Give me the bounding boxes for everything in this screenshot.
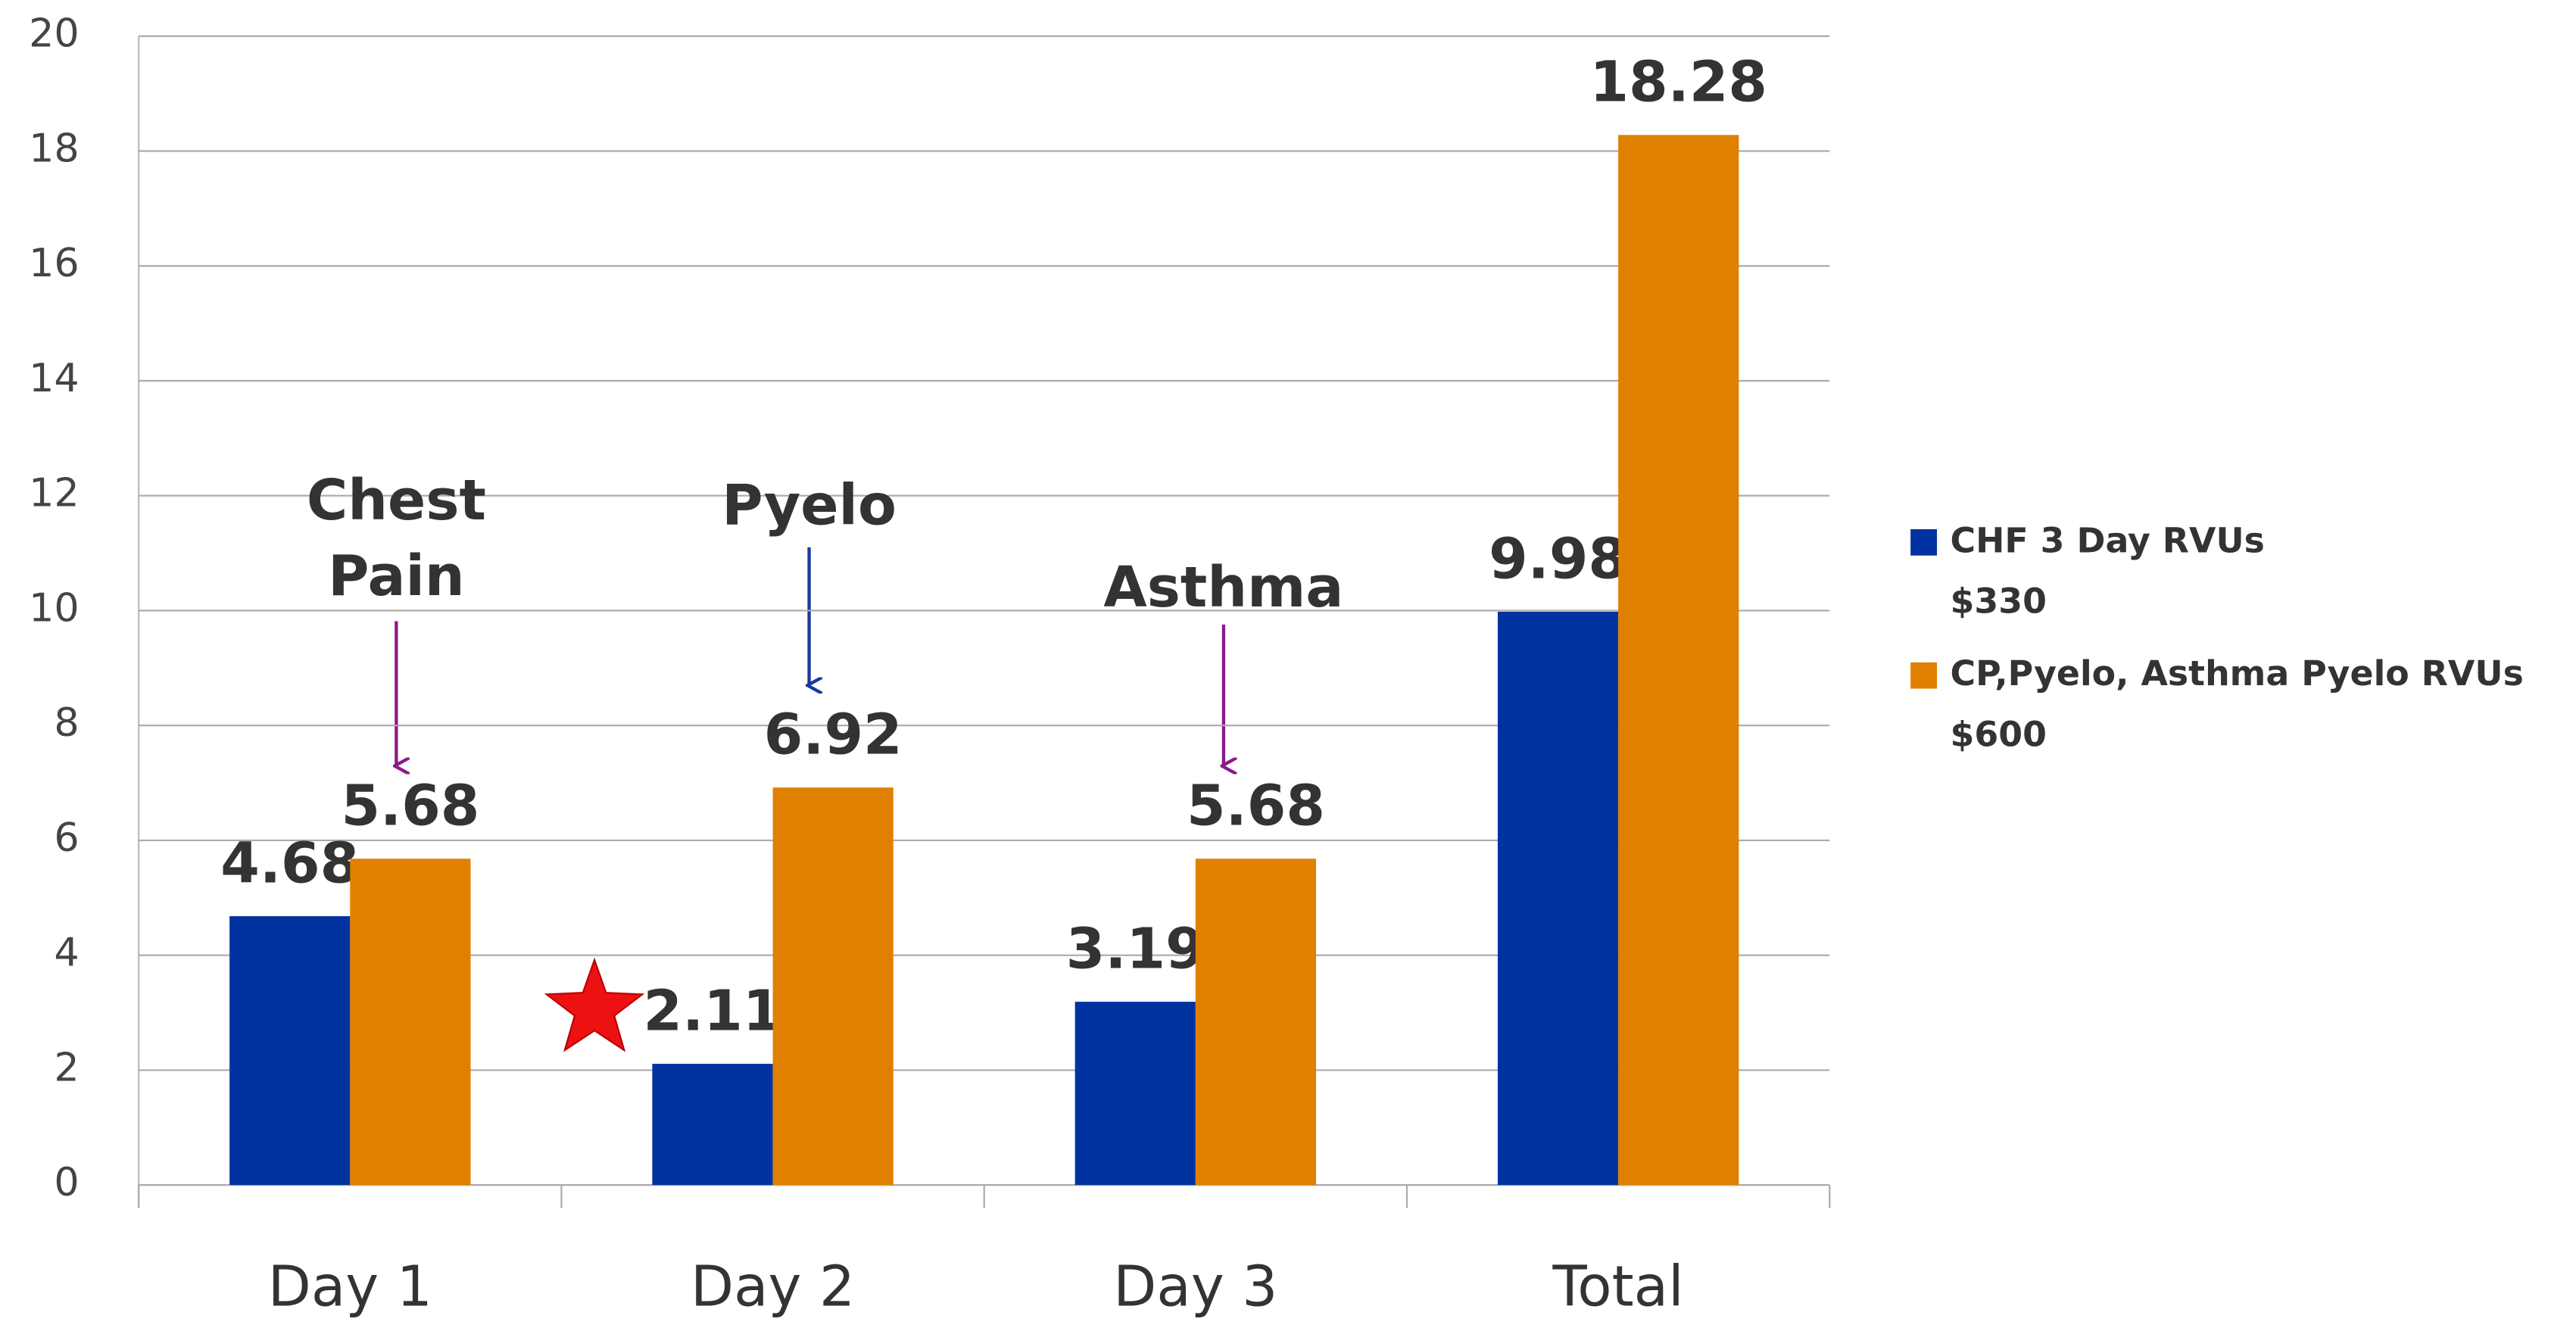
value-label: 5.68 — [1187, 774, 1325, 839]
annotation: Pyelo — [722, 473, 897, 540]
value-label: 5.68 — [341, 774, 479, 839]
legend-swatch — [1910, 528, 1938, 556]
y-tick-label: 2 — [54, 1045, 79, 1090]
bar — [350, 859, 471, 1186]
x-tick-label: Day 1 — [268, 1255, 432, 1320]
legend-label-box: CHF 3 Day RVUs $330 — [1950, 521, 2265, 622]
y-tick-label: 0 — [54, 1160, 79, 1205]
annotation-box: Asthma — [1103, 555, 1344, 622]
bar — [1497, 611, 1619, 1186]
legend-label: CHF 3 Day RVUs $330 — [1950, 521, 2265, 622]
x-tick-label: Total — [1552, 1255, 1684, 1320]
annotation-box: Pyelo — [722, 473, 897, 540]
value-label: 4.68 — [220, 831, 359, 896]
annotation: Asthma — [1103, 555, 1344, 622]
value-label: 2.11 — [644, 979, 782, 1044]
x-tick-label: Day 3 — [1113, 1255, 1277, 1320]
value-label: 9.98 — [1489, 526, 1627, 591]
y-tick-label: 12 — [29, 471, 80, 516]
annotation: Chest Pain — [306, 468, 486, 610]
legend-label-box: CP,Pyelo, Asthma Pyelo RVUs $600 — [1950, 653, 2524, 755]
bar — [1618, 135, 1739, 1186]
y-tick-label: 4 — [54, 931, 79, 976]
bar — [1195, 859, 1317, 1186]
bar — [1074, 1002, 1196, 1186]
bar — [772, 787, 893, 1186]
value-label: 18.28 — [1589, 50, 1767, 115]
y-tick-label: 18 — [29, 126, 80, 172]
value-label: 6.92 — [764, 703, 903, 768]
y-tick-label: 14 — [29, 356, 80, 401]
star — [544, 957, 645, 1052]
annotation-box: Chest Pain — [306, 468, 486, 610]
y-tick-label: 8 — [54, 700, 79, 746]
value-label: 3.19 — [1066, 917, 1205, 982]
bar — [229, 916, 351, 1186]
x-tick-label: Day 2 — [691, 1255, 855, 1320]
y-tick-label: 10 — [29, 586, 80, 631]
y-tick-label: 20 — [29, 11, 80, 57]
legend-label: CP,Pyelo, Asthma Pyelo RVUs $600 — [1950, 653, 2524, 755]
bar — [652, 1064, 773, 1186]
legend-swatch — [1910, 662, 1938, 689]
y-tick-label: 6 — [54, 815, 79, 861]
y-tick-label: 16 — [29, 241, 80, 286]
